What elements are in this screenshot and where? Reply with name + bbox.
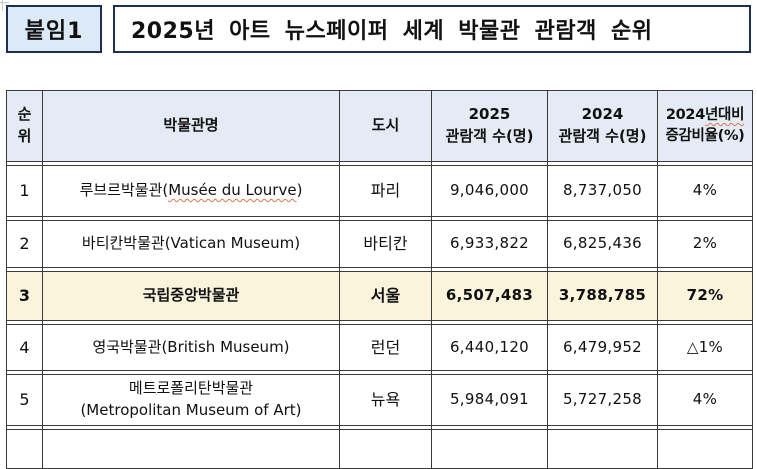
page-corner-mark-horizontal	[0, 2, 9, 3]
header-city: 도시	[340, 90, 432, 162]
header-2025-visitors: 2025 관람객 수(명)	[432, 90, 548, 162]
cell-change-rate: 4%	[658, 165, 753, 217]
page-corner-mark-vertical	[2, 0, 3, 11]
cell-museum-name: 영국박물관(British Museum)	[43, 324, 340, 371]
cell-visitors-2025: 5,984,091	[432, 374, 548, 426]
cell-museum-name: 루브르박물관(Musée du Lourve)	[43, 165, 340, 217]
cell-museum-name: 국립중앙박물관	[43, 271, 340, 321]
cell-visitors-2025: 6,507,483	[432, 271, 548, 321]
museum-ranking-table: 순 위 박물관명 도시 2025 관람객 수(명) 2024 관람객 수(명) …	[6, 90, 753, 469]
cell-rank: 4	[6, 324, 43, 371]
header-rank: 순 위	[6, 90, 43, 162]
cell-city: 서울	[340, 271, 432, 321]
page-title: 2025년 아트 뉴스페이퍼 세계 박물관 관람객 순위	[131, 19, 653, 44]
cell-visitors-2025: 9,046,000	[432, 165, 548, 217]
cell-museum-name: 메트로폴리탄박물관 (Metropolitan Museum of Art)	[43, 374, 340, 426]
spellcheck-underline-text: Musée du Lourve	[168, 181, 297, 200]
cell-city: 바티칸	[340, 220, 432, 268]
spellcheck-underline-text: 년대비	[705, 106, 745, 123]
cell-visitors-2024: 5,727,258	[548, 374, 658, 426]
cell-city: 런던	[340, 324, 432, 371]
cell-change-rate: 2%	[658, 220, 753, 268]
cell-museum-name: 바티칸박물관(Vatican Museum)	[43, 220, 340, 268]
cell-visitors-2024: 3,788,785	[548, 271, 658, 321]
cell-visitors-2024: 6,825,436	[548, 220, 658, 268]
header-change-rate: 2024년대비 증감비율(%)	[658, 90, 753, 162]
cell-rank: 1	[6, 165, 43, 217]
cell-visitors-2024: 8,737,050	[548, 165, 658, 217]
header-2024-visitors: 2024 관람객 수(명)	[548, 90, 658, 162]
document-title-box: 2025년 아트 뉴스페이퍼 세계 박물관 관람객 순위	[113, 5, 751, 53]
cell-visitors-2025: 6,440,120	[432, 324, 548, 371]
cell-city: 뉴욕	[340, 374, 432, 426]
cell-rank: 3	[6, 271, 43, 321]
cell-change-rate: △1%	[658, 324, 753, 371]
cell-visitors-2024: 6,479,952	[548, 324, 658, 371]
attachment-label-box: 붙임1	[6, 5, 102, 53]
cell-change-rate: 4%	[658, 374, 753, 426]
cell-visitors-2025: 6,933,822	[432, 220, 548, 268]
attachment-label: 붙임1	[24, 19, 84, 44]
cell-rank: 5	[6, 374, 43, 426]
cell-rank: 2	[6, 220, 43, 268]
cell-change-rate: 72%	[658, 271, 753, 321]
header-museum-name: 박물관명	[43, 90, 340, 162]
cell-city: 파리	[340, 165, 432, 217]
